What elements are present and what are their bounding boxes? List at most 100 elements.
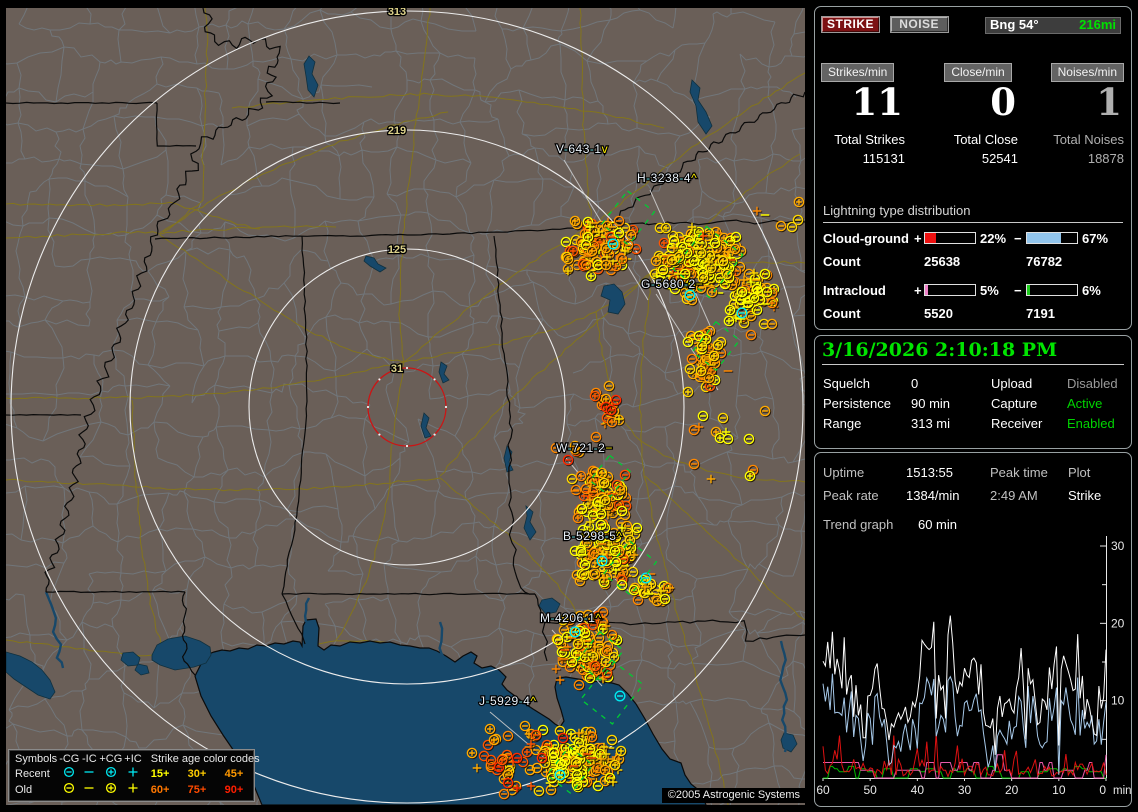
total-strikes-label: Total Strikes: [834, 132, 905, 147]
strike-symbols: [466, 196, 805, 801]
trend-axis-labels: 10 20 30 60 50 40 30 20 10 0 min: [816, 539, 1131, 797]
legend-age-code: 45+: [224, 767, 244, 780]
distribution-row-cloud-ground: Cloud-ground +22% − 67%: [823, 230, 1123, 246]
total-noises-value: 18878: [1087, 151, 1124, 166]
plus-polarity-sign: +: [914, 231, 922, 246]
total-strikes-value: 115131: [862, 151, 905, 166]
noises-per-min-value: 1: [1096, 80, 1122, 124]
distribution-count-row: Count 25638 76782: [823, 254, 1123, 269]
minus-count-value: 7191: [1026, 306, 1055, 321]
lightning-map[interactable]: 313 219 125 31 V-643-1v H-3238-4^ G-5680-2− W-7…: [6, 8, 805, 805]
trend-graph-row: Trend graph 60 min: [823, 517, 957, 532]
legend-age-code: 15+: [150, 767, 170, 780]
cell-label-H-3238-4: H-3238-4^: [637, 171, 697, 185]
legend-symbol-pic-icon: [128, 783, 138, 793]
svg-text:30: 30: [958, 783, 972, 797]
cell-label-M-4206-1: M-4206-1^: [540, 611, 602, 625]
status-panel: 3/16/2026 2:10:18 PM Squelch 0 Upload Disab…: [814, 335, 1132, 449]
count-label: Count: [823, 254, 861, 269]
svg-text:60: 60: [816, 783, 830, 797]
stat-row-peak-rate: Peak rate 1384/min 2:49 AM Strike: [823, 488, 1123, 511]
range-rings: [10, 10, 804, 804]
distribution-row-intracloud: Intracloud +5% − 6%: [823, 282, 1123, 298]
stat-label2: Peak time: [990, 465, 1048, 480]
svg-text:40: 40: [911, 783, 925, 797]
legend-row-label: Recent: [15, 767, 50, 780]
noise-mode-button[interactable]: NOISE: [889, 16, 949, 33]
legend-header-row: Symbols -CG -IC +CG +IC Strike age color…: [14, 752, 261, 766]
mode-button-row: STRIKE NOISE Bng 54° 216mi: [821, 16, 1125, 36]
datetime-display: 3/16/2026 2:10:18 PM: [822, 339, 1124, 365]
cell-label-W-721-2: W-721-2−: [556, 441, 613, 455]
close-per-min-value: 0: [990, 80, 1016, 124]
legend-symbol-mcg-icon: [64, 782, 75, 794]
config-row-persistence: Persistence 90 min Capture Active: [823, 396, 1123, 416]
copyright-notice: ©2005 Astrogenic Systems: [661, 788, 805, 803]
strike-mode-button[interactable]: STRIKE: [821, 16, 880, 33]
stats-panel: STRIKE NOISE Bng 54° 216mi Strikes/min 1…: [814, 6, 1132, 330]
minus-polarity-sign: −: [1014, 283, 1022, 298]
config-state-value: Disabled: [1067, 376, 1118, 391]
minus-percentage-bar: [1026, 284, 1078, 296]
rate-columns: Strikes/min 11 Total Strikes 115131 Clos…: [821, 63, 1124, 173]
legend-symbol-pic-icon: [128, 767, 138, 777]
strikes-per-min-column: Strikes/min 11 Total Strikes 115131: [821, 63, 905, 166]
svg-text:313: 313: [388, 8, 406, 18]
stat-label: Peak rate: [823, 488, 879, 503]
stat-value: 1384/min: [906, 488, 960, 503]
range-ring-labels: 313 219 125 31: [387, 8, 408, 376]
distribution-count-row: Count 5520 7191: [823, 306, 1123, 321]
minus-count-value: 76782: [1026, 254, 1063, 269]
stat-label2: 2:49 AM: [990, 488, 1038, 503]
total-close-label: Total Close: [953, 132, 1018, 147]
config-value: 0: [911, 376, 919, 391]
config-label2: Capture: [991, 396, 1038, 411]
trend-series-total: [822, 615, 1107, 755]
cell-label-V-643-1: V-643-1v: [556, 142, 608, 156]
plus-percentage-bar: [924, 232, 976, 244]
legend-col-pcg: +CG: [99, 752, 123, 765]
minus-percentage-bar: [1026, 232, 1078, 244]
trend-graph-label: Trend graph: [823, 517, 894, 532]
trend-panel: Uptime 1513:55 Peak time Plot Peak rate 1384/…: [814, 452, 1132, 807]
plus-count-value: 25638: [924, 254, 961, 269]
map-canvas: 313 219 125 31 V-643-1v H-3238-4^ G-5680-2− W-7…: [6, 8, 805, 805]
trend-series-cg_minus: [822, 673, 1107, 775]
recent-strike-symbols: [554, 238, 748, 781]
svg-text:31: 31: [391, 363, 403, 375]
legend-col-pic: +IC: [124, 752, 142, 765]
bearing-readout: Bng 54° 216mi: [985, 17, 1121, 34]
distribution-title: Lightning type distribution: [823, 203, 1123, 223]
svg-text:30: 30: [1111, 539, 1125, 553]
config-label: Squelch: [823, 376, 870, 391]
plus-percentage-bar: [924, 284, 976, 296]
svg-text:20: 20: [1111, 616, 1125, 630]
dist-type-name: Cloud-ground: [823, 231, 909, 246]
legend-symbol-mic-icon: [84, 771, 94, 773]
config-label: Range: [823, 416, 862, 431]
total-close-value: 52541: [981, 151, 1018, 166]
config-value: 90 min: [911, 396, 951, 411]
trend-graph-window: 60 min: [917, 517, 957, 532]
svg-text:50: 50: [863, 783, 877, 797]
legend-row-recent: Recent 15+ 30+ 45+: [14, 766, 261, 782]
config-row-squelch: Squelch 0 Upload Disabled: [823, 376, 1123, 396]
count-label: Count: [823, 306, 861, 321]
svg-text:0: 0: [1099, 783, 1106, 797]
legend-col-ncg: -CG: [59, 752, 80, 765]
stat-value2: Strike: [1068, 488, 1102, 503]
svg-text:20: 20: [1005, 783, 1019, 797]
trend-series-lines: [822, 615, 1107, 779]
close-per-min-column: Close/min 0 Total Close 52541: [938, 63, 1018, 166]
plus-count-value: 5520: [924, 306, 953, 321]
legend-row-label: Old: [15, 783, 33, 796]
noises-per-min-badge: Noises/min: [1050, 63, 1124, 82]
bearing-label: Bng 54°: [990, 17, 1039, 32]
road-network: [6, 8, 805, 805]
svg-text:125: 125: [388, 244, 406, 256]
config-state-value: Enabled: [1067, 416, 1115, 431]
cell-label-J-5929-4: J-5929-4^: [479, 694, 537, 708]
map-legend: Symbols -CG -IC +CG +IC Strike age color…: [8, 749, 260, 802]
stat-value: 1513:55: [906, 465, 953, 480]
